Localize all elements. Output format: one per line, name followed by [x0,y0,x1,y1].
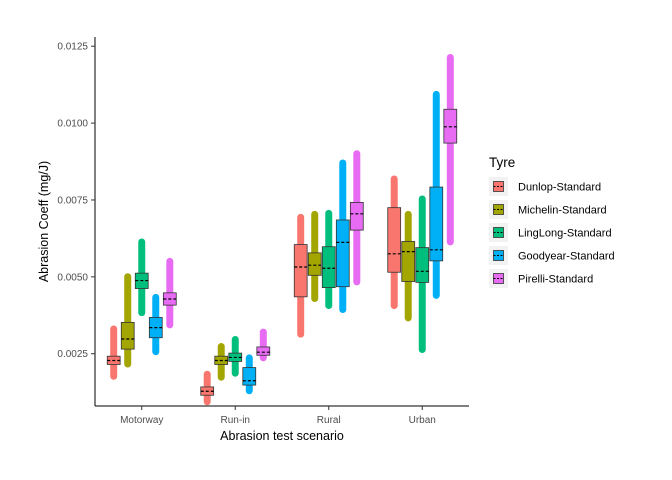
box-1-1 [214,343,229,381]
box-body [387,207,402,273]
data-points [124,273,132,368]
box-body [120,321,135,350]
y-tick-label: 0.0025 [57,349,88,360]
data-points [259,328,267,362]
box-1-0 [120,273,135,368]
box-2-0 [134,238,149,317]
x-tick-label: Run-in [221,415,250,426]
box-body [242,367,257,386]
box-body [293,244,308,298]
x-tick-label: Urban [409,415,436,426]
axes: Abrasion test scenario Abrasion Coeff (m… [37,37,469,443]
legend-label: LingLong-Standard [518,228,612,240]
x-tick-label: Rural [317,415,341,426]
box-0-3 [387,175,402,310]
x-axis-title: Abrasion test scenario [220,429,344,443]
box-body [307,252,322,276]
box-4-2 [349,150,364,286]
box-4-1 [256,328,271,362]
y-tick-label: 0.0125 [57,42,88,53]
box-3-3 [429,90,444,299]
data-points [446,53,454,246]
box-4-3 [443,53,458,246]
box-2-1 [228,335,243,377]
box-0-0 [106,325,121,380]
legend-item: Michelin-Standard [489,200,607,219]
y-tick-label: 0.0100 [57,119,88,130]
box-1-3 [401,210,416,322]
legend-item: Pirelli-Standard [489,269,593,288]
box-body [349,202,364,231]
legend: Tyre Dunlop-Standard Michelin-Standard Lin… [489,155,615,288]
y-axis-title: Abrasion Coeff (mg/J) [37,161,51,282]
box-2-3 [415,195,430,354]
legend-label: Pirelli-Standard [518,274,593,286]
box-2-2 [321,209,336,310]
box-3-1 [242,354,257,395]
box-0-2 [293,213,308,338]
legend-label: Dunlop-Standard [518,182,601,194]
box-3-2 [335,159,350,314]
box-body [415,247,430,283]
legend-label: Michelin-Standard [518,205,607,217]
box-body [429,186,444,262]
x-tick-label: Motorway [120,415,163,426]
legend-item: LingLong-Standard [489,223,612,242]
legend-label: Goodyear-Standard [518,251,615,263]
y-tick-label: 0.0050 [57,272,88,283]
box-0-1 [200,370,215,406]
box-body [335,219,350,288]
box-body [256,346,271,356]
box-body [401,241,416,282]
box-1-2 [307,210,322,302]
plot-area [106,53,458,406]
box-body [443,108,458,144]
legend-item: Dunlop-Standard [489,177,601,196]
y-tick-label: 0.0075 [57,195,88,206]
legend-item: Goodyear-Standard [489,246,615,265]
box-4-0 [162,257,177,329]
data-points [110,325,118,380]
legend-title: Tyre [489,155,515,170]
box-body [321,246,336,289]
box-3-0 [148,293,163,356]
